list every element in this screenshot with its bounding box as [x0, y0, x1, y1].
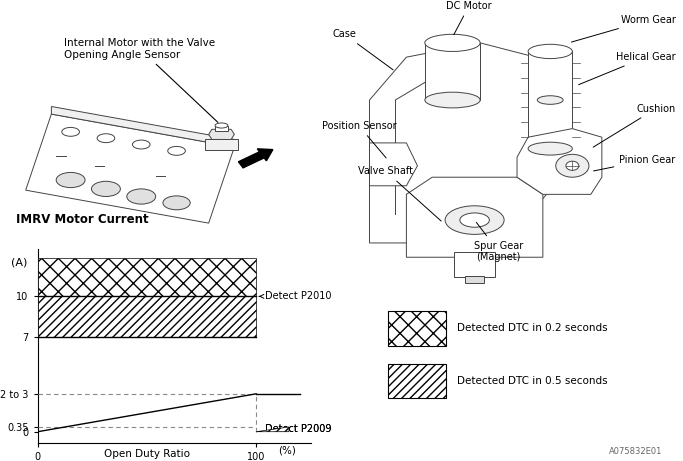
Polygon shape: [454, 252, 495, 277]
Text: (%): (%): [278, 445, 296, 455]
Polygon shape: [26, 114, 234, 223]
Text: (A): (A): [12, 258, 28, 267]
Text: A075832E01: A075832E01: [609, 447, 663, 456]
Ellipse shape: [127, 189, 156, 204]
Polygon shape: [370, 143, 417, 186]
Ellipse shape: [556, 154, 589, 177]
Polygon shape: [425, 43, 480, 100]
Polygon shape: [51, 106, 234, 147]
Ellipse shape: [528, 142, 572, 155]
FancyArrow shape: [238, 149, 273, 168]
Ellipse shape: [163, 196, 190, 210]
Ellipse shape: [425, 92, 480, 108]
Ellipse shape: [528, 44, 572, 59]
Ellipse shape: [61, 127, 79, 136]
Polygon shape: [209, 129, 234, 140]
FancyBboxPatch shape: [388, 311, 445, 346]
Ellipse shape: [97, 134, 115, 142]
Text: Detect P2010: Detect P2010: [260, 291, 331, 301]
Polygon shape: [370, 43, 554, 243]
FancyBboxPatch shape: [388, 364, 445, 398]
Ellipse shape: [460, 213, 489, 227]
Polygon shape: [215, 125, 228, 130]
Text: Internal Motor with the Valve
Opening Angle Sensor: Internal Motor with the Valve Opening An…: [64, 38, 218, 122]
Text: Helical Gear: Helical Gear: [579, 52, 675, 85]
Text: Case: Case: [333, 30, 393, 70]
Ellipse shape: [92, 181, 120, 196]
Text: Detected DTC in 0.2 seconds: Detected DTC in 0.2 seconds: [457, 324, 608, 333]
Ellipse shape: [445, 206, 504, 234]
Text: Valve Shaft: Valve Shaft: [359, 166, 441, 221]
Ellipse shape: [56, 172, 85, 188]
Text: Position Sensor: Position Sensor: [322, 121, 396, 158]
Text: Detect P2009: Detect P2009: [265, 424, 331, 434]
Polygon shape: [206, 140, 238, 150]
Text: Worm Gear: Worm Gear: [572, 15, 675, 42]
Text: Spur Gear
(Magnet): Spur Gear (Magnet): [474, 222, 523, 262]
Text: Open Duty Ratio: Open Duty Ratio: [104, 449, 190, 459]
Text: Cushion: Cushion: [593, 104, 675, 147]
Ellipse shape: [425, 34, 480, 52]
Text: IMRV Motor Current: IMRV Motor Current: [16, 213, 149, 226]
Ellipse shape: [133, 140, 150, 149]
Ellipse shape: [538, 96, 563, 104]
Ellipse shape: [566, 161, 579, 171]
Polygon shape: [517, 129, 602, 195]
Polygon shape: [406, 177, 543, 257]
Polygon shape: [465, 276, 484, 283]
Ellipse shape: [215, 123, 228, 128]
Text: Detected DTC in 0.5 seconds: Detected DTC in 0.5 seconds: [457, 376, 608, 386]
Text: DC Motor: DC Motor: [446, 1, 492, 35]
Text: Detect P2009: Detect P2009: [265, 424, 331, 434]
Ellipse shape: [168, 147, 185, 155]
Polygon shape: [528, 52, 572, 148]
Text: Pinion Gear: Pinion Gear: [594, 155, 675, 171]
